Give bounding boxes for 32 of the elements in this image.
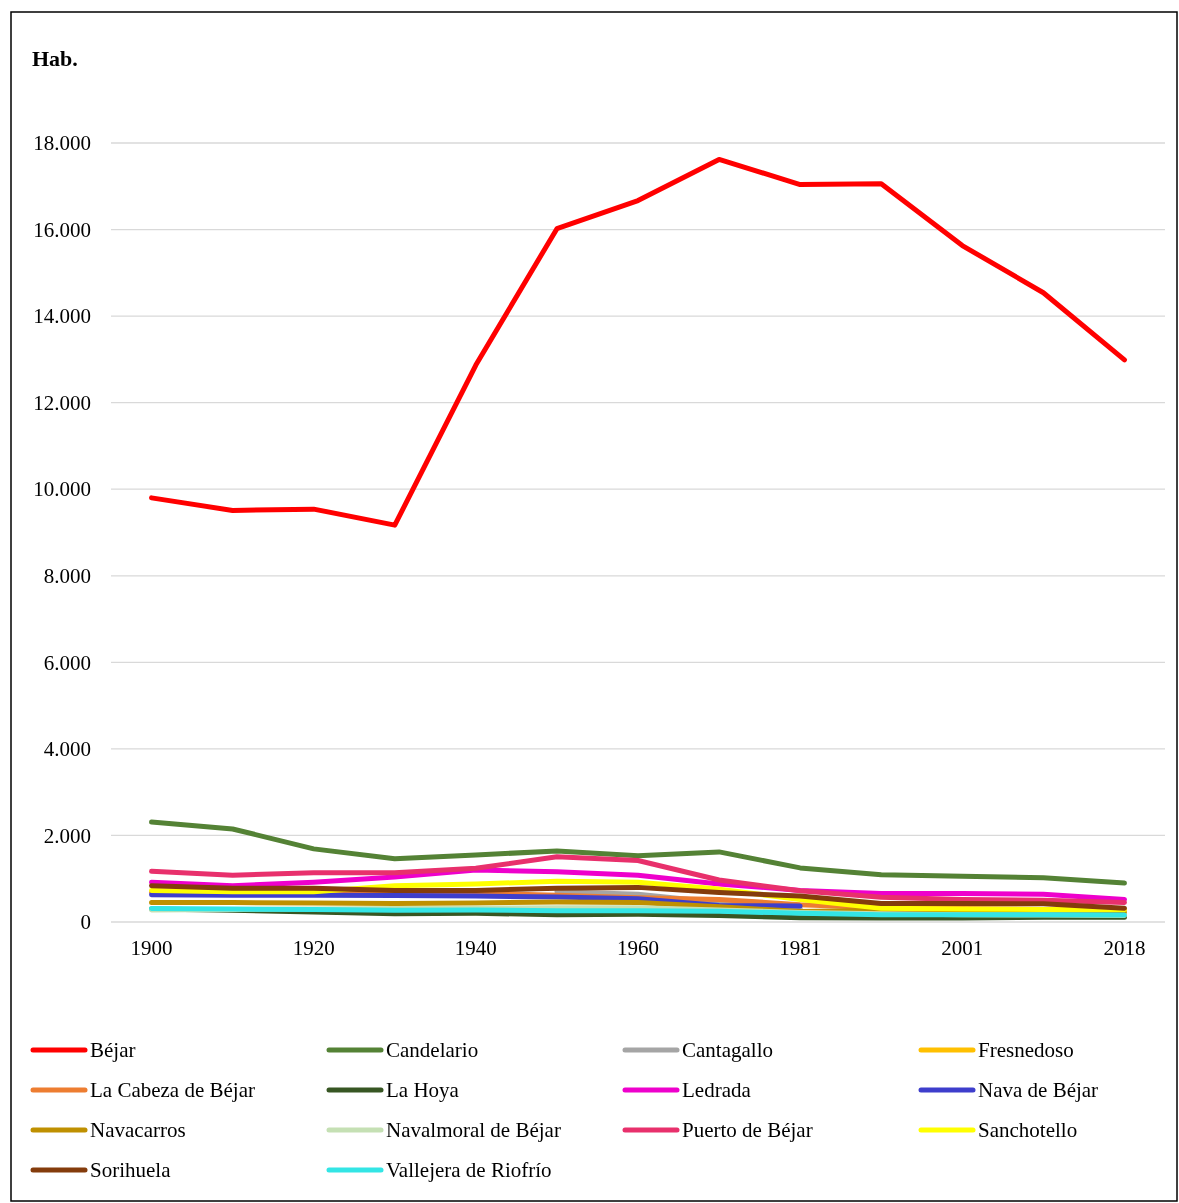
legend-label: Navacarros <box>90 1118 186 1142</box>
legend-label: La Cabeza de Béjar <box>90 1078 255 1102</box>
legend-label: Cantagallo <box>682 1038 773 1062</box>
legend-label: Fresnedoso <box>978 1038 1074 1062</box>
y-axis-title: Hab. <box>32 46 78 71</box>
y-tick-label: 18.000 <box>33 131 91 156</box>
x-tick-label: 1900 <box>130 935 173 960</box>
y-tick-label: 4.000 <box>43 737 91 762</box>
legend-label: Vallejera de Riofrío <box>386 1158 552 1182</box>
x-tick-label: 1981 <box>779 935 822 960</box>
y-tick-label: 6.000 <box>43 650 91 675</box>
x-tick-label: 1940 <box>454 935 497 960</box>
legend-label: Nava de Béjar <box>978 1078 1099 1102</box>
legend-label: Sanchotello <box>978 1118 1078 1142</box>
y-tick-label: 0 <box>80 910 91 935</box>
y-tick-label: 8.000 <box>43 564 91 588</box>
y-tick-label: 12.000 <box>33 390 91 415</box>
y-tick-label: 16.000 <box>33 217 91 242</box>
y-tick-label: 14.000 <box>33 304 91 329</box>
y-tick-label: 2.000 <box>43 823 91 848</box>
legend-label: Puerto de Béjar <box>682 1118 813 1142</box>
legend-label: Sorihuela <box>90 1158 172 1182</box>
x-tick-label: 1960 <box>617 935 659 960</box>
x-tick-label: 2018 <box>1103 935 1146 960</box>
legend-label: Béjar <box>90 1038 136 1062</box>
x-tick-label: 1920 <box>292 935 335 960</box>
y-tick-label: 10.000 <box>33 477 91 502</box>
legend-label: Ledrada <box>682 1078 752 1102</box>
legend-label: La Hoya <box>386 1078 460 1102</box>
legend-label: Navalmoral de Béjar <box>386 1118 561 1142</box>
legend-label: Candelario <box>386 1038 479 1062</box>
x-tick-label: 2001 <box>941 935 984 960</box>
